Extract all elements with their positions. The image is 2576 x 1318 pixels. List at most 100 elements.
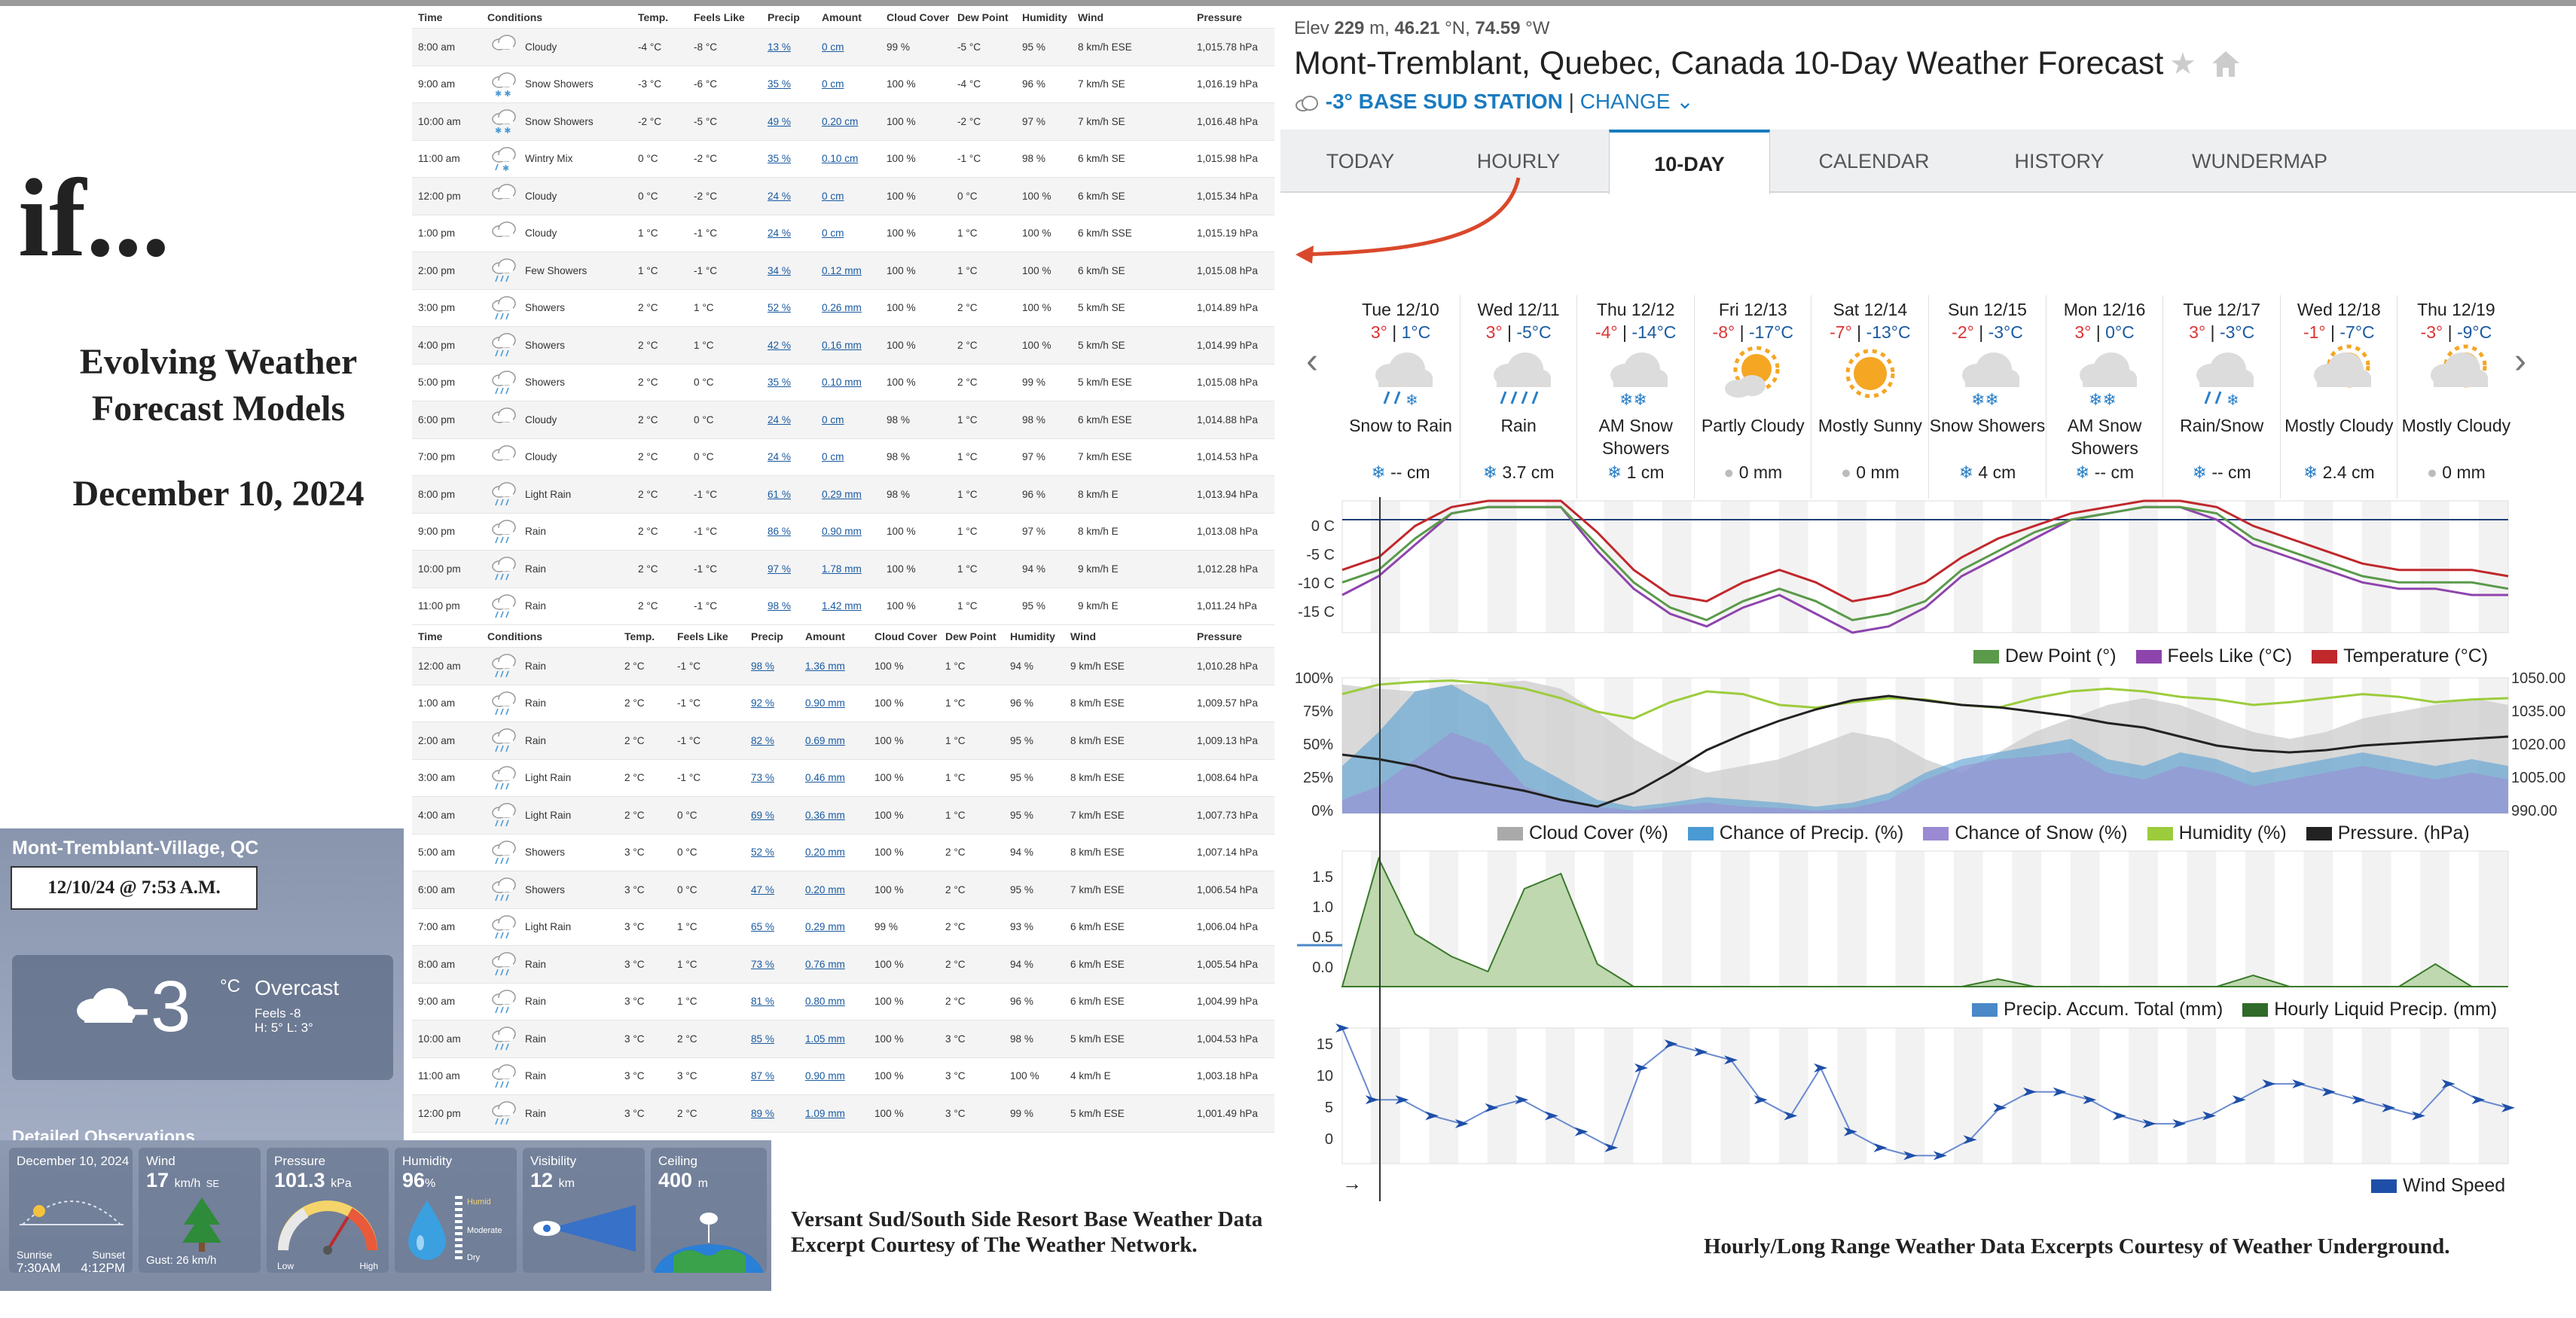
- amount-link[interactable]: 0.26 mm: [822, 302, 862, 314]
- next-days-arrow[interactable]: ›: [2514, 341, 2526, 381]
- amount-link[interactable]: 0.36 mm: [805, 809, 845, 821]
- amount-link[interactable]: 0 cm: [822, 413, 844, 426]
- precip-link[interactable]: 87 %: [751, 1070, 774, 1082]
- home-icon[interactable]: [2211, 50, 2241, 78]
- amount-link[interactable]: 1.42 mm: [822, 600, 862, 612]
- tab-hourly[interactable]: HOURLY: [1476, 150, 1561, 172]
- amount-link[interactable]: 1.09 mm: [805, 1107, 845, 1119]
- amount-link[interactable]: 0.20 mm: [805, 883, 845, 895]
- cloud-cell: 100 %: [887, 153, 916, 165]
- hourly-table: Time Conditions Temp. Feels Like Precip Amoun…: [412, 6, 1274, 1133]
- feels-cell: -1 °C: [677, 697, 701, 709]
- humidity-cell: 98 %: [1022, 413, 1045, 426]
- amount-link[interactable]: 0.20 cm: [822, 115, 859, 127]
- wind-arrow-mark: [1515, 1095, 1529, 1105]
- feels-label: Feels -8 H: 5° L: 3°: [255, 1006, 313, 1035]
- amount-link[interactable]: 0 cm: [822, 78, 844, 90]
- amount-link[interactable]: 0.46 mm: [805, 772, 845, 784]
- amount-link[interactable]: 0 cm: [822, 190, 844, 202]
- humidity-cell: 100 %: [1010, 1070, 1039, 1082]
- amount-link[interactable]: 1.78 mm: [822, 563, 862, 575]
- amount-link[interactable]: 1.05 mm: [805, 1033, 845, 1045]
- amount-link[interactable]: 0.90 mm: [822, 526, 862, 538]
- change-station-link[interactable]: CHANGE: [1579, 90, 1671, 113]
- precip-link[interactable]: 69 %: [751, 809, 774, 821]
- amount-link[interactable]: 0.90 mm: [805, 697, 845, 709]
- day-amount: ● 0 mm: [1811, 462, 1928, 483]
- amount-link[interactable]: 0.69 mm: [805, 734, 845, 746]
- prev-days-arrow[interactable]: ‹: [1306, 341, 1318, 381]
- precip-link[interactable]: 34 %: [768, 264, 791, 276]
- station-name[interactable]: BASE SUD STATION: [1358, 90, 1563, 113]
- precip-link[interactable]: 97 %: [768, 563, 791, 575]
- precip-link[interactable]: 98 %: [751, 660, 774, 672]
- precip-link[interactable]: 52 %: [751, 847, 774, 859]
- tab-wundermap[interactable]: WUNDERMAP: [2192, 150, 2327, 172]
- day-card[interactable]: Sun 12/15 -2° | -3°C ❄❄ Snow Showers ❄ 4 cm: [1928, 295, 2045, 499]
- amount-link[interactable]: 0 cm: [822, 41, 844, 53]
- condition-cell: Cloudy: [487, 215, 557, 252]
- day-card[interactable]: Mon 12/16 3° | 0°C ❄❄ AM Snow Showers ❄ -- c…: [2045, 295, 2162, 499]
- day-name: Fri 12/13: [1718, 300, 1787, 319]
- amount-link[interactable]: 0.20 mm: [805, 847, 845, 859]
- amount-link[interactable]: 0.29 mm: [805, 921, 845, 933]
- precip-link[interactable]: 35 %: [768, 153, 791, 165]
- precip-link[interactable]: 82 %: [751, 734, 774, 746]
- amount-link[interactable]: 0.80 mm: [805, 996, 845, 1008]
- precip-link[interactable]: 35 %: [768, 78, 791, 90]
- day-condition: Snow Showers: [1929, 416, 2046, 435]
- day-card[interactable]: Wed 12/18 -1° | -7°C Mostly Cloudy ❄ 2.4 cm: [2279, 295, 2397, 499]
- tab-10-day[interactable]: 10-DAY: [1609, 130, 1770, 194]
- amount-link[interactable]: 0.10 cm: [822, 153, 859, 165]
- day-card[interactable]: Sat 12/14 -7° | -13°C Mostly Sunny ● 0 mm: [1811, 295, 1927, 499]
- precip-link[interactable]: 85 %: [751, 1033, 774, 1045]
- column-header: Conditions: [487, 11, 543, 23]
- precip-link[interactable]: 98 %: [768, 600, 791, 612]
- pressure-cell: 1,008.64 hPa: [1197, 772, 1258, 784]
- amount-link[interactable]: 0.12 mm: [822, 264, 862, 276]
- time-cell: 5:00 pm: [418, 377, 456, 389]
- precip-link[interactable]: 73 %: [751, 958, 774, 970]
- time-cell: 11:00 am: [418, 153, 460, 165]
- chevron-down-icon[interactable]: ⌄: [1676, 90, 1694, 113]
- precip-link[interactable]: 24 %: [768, 451, 791, 463]
- precip-link[interactable]: 13 %: [768, 41, 791, 53]
- tab-history[interactable]: HISTORY: [2014, 150, 2104, 172]
- humidity-cell: 100 %: [1022, 190, 1051, 202]
- day-card[interactable]: Thu 12/19 -3° | -9°C Mostly Cloudy ● 0 mm: [2397, 295, 2513, 499]
- precip-link[interactable]: 86 %: [768, 526, 791, 538]
- favorite-star-icon[interactable]: ★: [2169, 47, 2196, 81]
- amount-link[interactable]: 0.90 mm: [805, 1070, 845, 1082]
- precip-link[interactable]: 49 %: [768, 115, 791, 127]
- precip-link[interactable]: 42 %: [768, 339, 791, 351]
- precip-link[interactable]: 47 %: [751, 883, 774, 895]
- precip-link[interactable]: 89 %: [751, 1107, 774, 1119]
- precip-link[interactable]: 65 %: [751, 921, 774, 933]
- day-card[interactable]: Tue 12/17 3° | -3°C ❄ Rain/Snow ❄ -- cm: [2162, 295, 2279, 499]
- earth-cloud-icon: [654, 1213, 764, 1273]
- wind-arrow-mark: [2501, 1103, 2515, 1112]
- precip-link[interactable]: 73 %: [751, 772, 774, 784]
- precip-link[interactable]: 52 %: [768, 302, 791, 314]
- tab-today[interactable]: TODAY: [1326, 150, 1395, 172]
- precip-link[interactable]: 24 %: [768, 227, 791, 239]
- precip-link[interactable]: 81 %: [751, 996, 774, 1008]
- day-card[interactable]: Wed 12/11 3° | -5°C Rain ❄ 3.7 cm: [1459, 295, 1576, 499]
- tab-calendar[interactable]: CALENDAR: [1818, 150, 1930, 172]
- precip-link[interactable]: 24 %: [768, 190, 791, 202]
- precip-link[interactable]: 61 %: [768, 488, 791, 500]
- precip-link[interactable]: 35 %: [768, 377, 791, 389]
- day-card[interactable]: Thu 12/12 -4° | -14°C ❄❄ AM Snow Showers ❄ 1…: [1576, 295, 1693, 499]
- condition-icon: [492, 557, 516, 581]
- amount-link[interactable]: 0.76 mm: [805, 958, 845, 970]
- precip-link[interactable]: 24 %: [768, 413, 791, 426]
- day-card[interactable]: Fri 12/13 -8° | -17°C Partly Cloudy ● 0 mm: [1693, 295, 1811, 499]
- precip-link[interactable]: 92 %: [751, 697, 774, 709]
- amount-link[interactable]: 0 cm: [822, 227, 844, 239]
- amount-link[interactable]: 1.36 mm: [805, 660, 845, 672]
- amount-link[interactable]: 0 cm: [822, 451, 844, 463]
- amount-link[interactable]: 0.10 mm: [822, 377, 862, 389]
- day-card[interactable]: Tue 12/10 3° | 1°C ❄ Snow to Rain ❄ -- cm: [1342, 295, 1459, 499]
- amount-link[interactable]: 0.16 mm: [822, 339, 862, 351]
- amount-link[interactable]: 0.29 mm: [822, 488, 862, 500]
